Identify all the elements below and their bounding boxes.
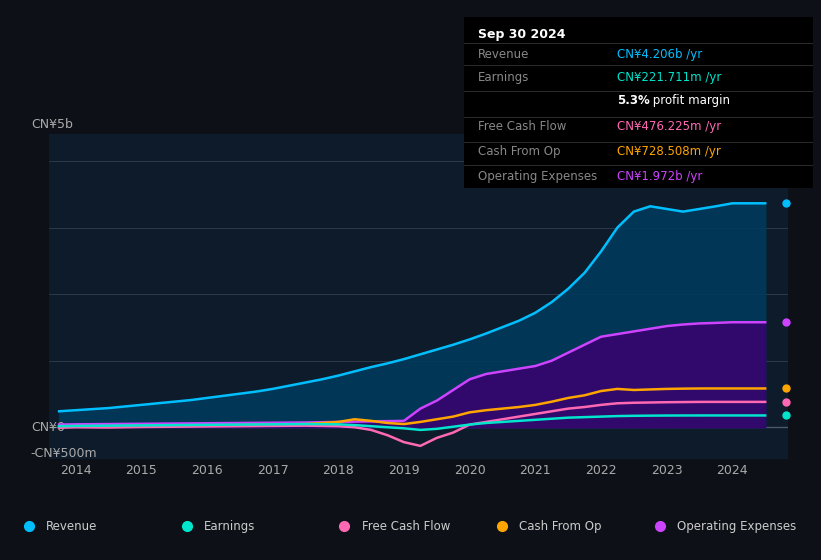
Text: Earnings: Earnings xyxy=(478,71,530,84)
Text: Cash From Op: Cash From Op xyxy=(519,520,602,533)
Text: Free Cash Flow: Free Cash Flow xyxy=(478,120,566,133)
Text: Free Cash Flow: Free Cash Flow xyxy=(361,520,450,533)
Text: Sep 30 2024: Sep 30 2024 xyxy=(478,28,566,41)
Text: Earnings: Earnings xyxy=(204,520,255,533)
Text: Revenue: Revenue xyxy=(478,48,530,61)
Text: CN¥221.711m /yr: CN¥221.711m /yr xyxy=(617,71,722,84)
Text: profit margin: profit margin xyxy=(649,94,730,107)
Text: CN¥0: CN¥0 xyxy=(31,421,65,434)
Text: Operating Expenses: Operating Expenses xyxy=(478,170,597,183)
Text: CN¥476.225m /yr: CN¥476.225m /yr xyxy=(617,120,722,133)
Text: CN¥1.972b /yr: CN¥1.972b /yr xyxy=(617,170,703,183)
Text: 5.3%: 5.3% xyxy=(617,94,650,107)
Text: CN¥4.206b /yr: CN¥4.206b /yr xyxy=(617,48,703,61)
Text: Revenue: Revenue xyxy=(46,520,98,533)
Text: Cash From Op: Cash From Op xyxy=(478,145,560,158)
Text: CN¥5b: CN¥5b xyxy=(31,118,73,131)
Text: -CN¥500m: -CN¥500m xyxy=(31,447,98,460)
Text: CN¥728.508m /yr: CN¥728.508m /yr xyxy=(617,145,722,158)
Text: Operating Expenses: Operating Expenses xyxy=(677,520,796,533)
